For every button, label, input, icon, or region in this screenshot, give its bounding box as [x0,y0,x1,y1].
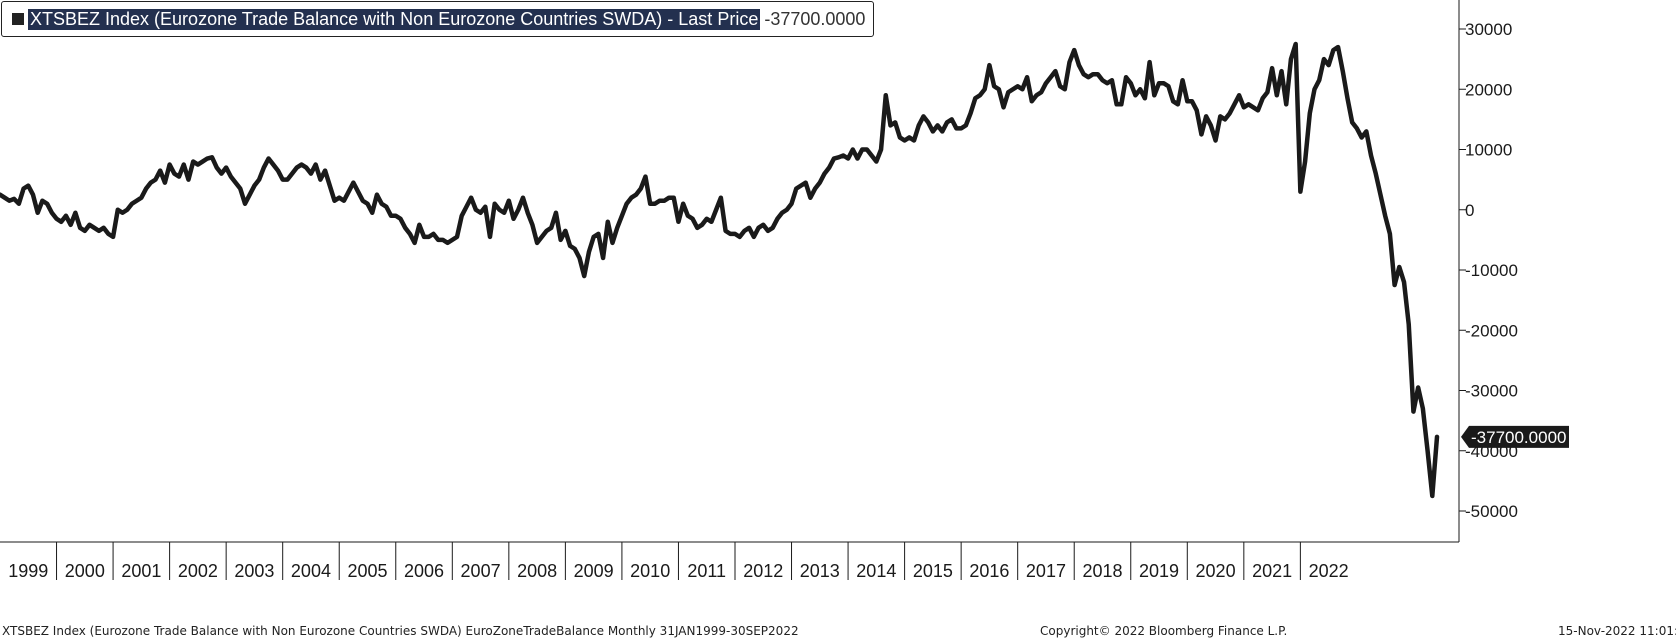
y-tick-label: 30000 [1465,20,1512,39]
x-tick-label: 2007 [461,561,501,581]
x-tick-label: 2012 [743,561,783,581]
x-tick-label: 2019 [1139,561,1179,581]
legend-swatch-icon [12,13,24,25]
y-axis: 30000 20000 10000 0-10000-20000-30000-40… [1458,0,1518,542]
footer-copyright: Copyright© 2022 Bloomberg Finance L.P. [1040,624,1288,638]
last-value-marker: -37700.0000 [1461,425,1569,448]
legend-series-name: XTSBEZ Index (Eurozone Trade Balance wit… [28,8,761,30]
x-tick-label: 2011 [687,561,726,581]
x-tick-label: 2022 [1309,561,1349,581]
x-tick-label: 2018 [1082,561,1122,581]
x-tick-label: 2020 [1196,561,1236,581]
x-tick-label: 2002 [178,561,218,581]
last-value-badge [1461,425,1569,448]
x-tick-label: 2006 [404,561,444,581]
y-tick-label: -20000 [1465,321,1518,340]
series-line [0,41,1440,499]
x-tick-label: 2001 [121,561,161,581]
x-tick-label: 1999 [8,561,48,581]
x-axis: 1999 2000 2001 2002 2003 2004 2005 2006 2007 2008… [0,541,1459,581]
y-tick-label: -50000 [1465,502,1518,521]
legend-box[interactable]: XTSBEZ Index (Eurozone Trade Balance wit… [1,1,875,37]
x-tick-label: 2013 [800,561,840,581]
x-tick-label: 2010 [630,561,670,581]
x-tick-label: 2016 [969,561,1009,581]
y-tick-label: 20000 [1465,80,1512,99]
legend-last-value: -37700.0000 [764,8,866,29]
y-tick-label: -30000 [1465,382,1518,401]
x-tick-label: 2000 [65,561,105,581]
x-tick-label: 2014 [856,561,896,581]
x-tick-label: 2004 [291,561,331,581]
x-tick-label: 2015 [913,561,953,581]
footer-description: XTSBEZ Index (Eurozone Trade Balance wit… [2,624,799,638]
y-tick-label: 10000 [1465,141,1512,160]
y-tick-label: 0 [1465,201,1474,220]
x-tick-label: 2021 [1252,561,1292,581]
x-tick-label: 2003 [234,561,274,581]
footer-timestamp: 15-Nov-2022 11:01:00 [1558,624,1676,638]
y-tick-label: -10000 [1465,261,1518,280]
x-tick-label: 2008 [517,561,557,581]
last-value-label: -37700.0000 [1471,428,1566,447]
x-tick-label: 2005 [347,561,387,581]
x-tick-label: 2009 [574,561,614,581]
x-tick-label: 2017 [1026,561,1066,581]
series-layer [0,41,1440,499]
